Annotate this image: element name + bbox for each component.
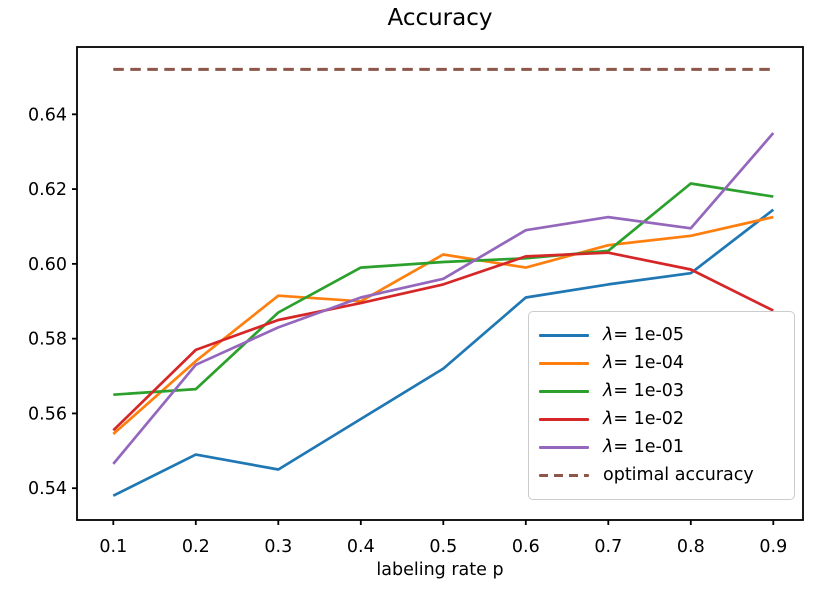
legend-line-sample [539,418,589,421]
x-tick-label: 0.8 [677,537,705,557]
legend-label: λ= 1e-03 [603,380,685,401]
y-tick-label: 0.54 [28,479,67,499]
y-tick-label: 0.58 [28,330,67,350]
legend-item: λ= 1e-05 [539,324,790,345]
legend-label: λ= 1e-04 [603,352,685,373]
series-line-0 [112,208,775,497]
legend-line-sample [539,333,589,337]
legend-dashed-line-sample [539,474,589,478]
series-line-3 [112,251,774,432]
legend: λ= 1e-05 λ= 1e-04 λ= 1e-03 λ= 1e-02 λ= 1e-01… [528,311,795,500]
x-tick-label: 0.1 [99,537,127,557]
series-line-4 [112,132,775,465]
x-tick-label: 0.9 [759,537,787,557]
legend-label: λ= 1e-01 [603,436,685,457]
legend-line-sample [539,389,589,393]
legend-label: optimal accuracy [603,464,754,485]
series-line-2 [113,182,774,397]
legend-item: λ= 1e-03 [539,380,790,401]
x-tick-label: 0.3 [264,537,292,557]
legend-line-sample [539,446,589,450]
x-tick-label: 0.2 [182,537,210,557]
y-tick-label: 0.56 [28,404,67,424]
x-tick-label: 0.4 [347,537,375,557]
plot-border [76,46,804,521]
x-tick-label: 0.6 [512,537,540,557]
y-tick-label: 0.64 [28,105,67,125]
legend-item: λ= 1e-01 [539,436,790,457]
legend-item: λ= 1e-04 [539,352,790,373]
chart-title: Accuracy [387,5,493,31]
x-tick-label: 0.5 [429,537,457,557]
legend-line-sample [539,361,589,365]
y-tick-label: 0.60 [28,255,67,275]
y-tick-label: 0.62 [28,180,67,200]
legend-item: λ= 1e-02 [539,408,790,429]
legend-label: λ= 1e-05 [603,324,685,345]
legend-item: optimal accuracy [539,464,790,485]
x-axis-label: labeling rate p [376,560,504,580]
x-tick-label: 0.7 [594,537,622,557]
legend-label: λ= 1e-02 [603,408,685,429]
